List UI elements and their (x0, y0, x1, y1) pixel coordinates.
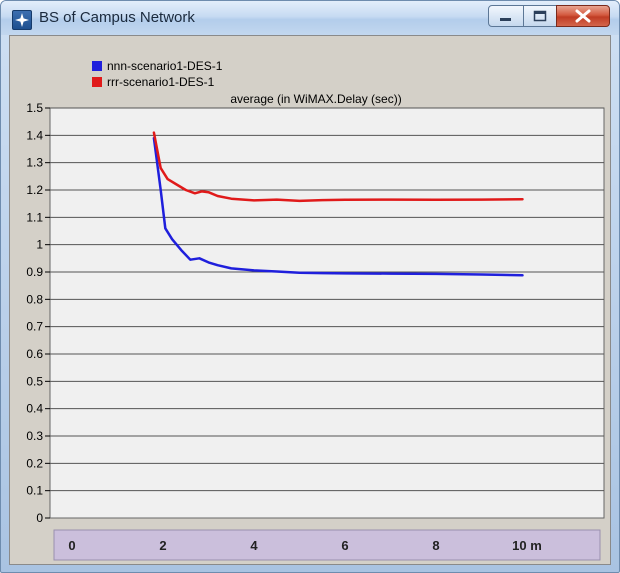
series-line-1 (152, 131, 524, 203)
plot-area (49, 107, 605, 519)
y-tick-label-11: 1.1 (26, 210, 43, 224)
series-line-0 (152, 136, 524, 277)
series-lines (152, 131, 524, 277)
y-tick-label-14: 1.4 (26, 128, 43, 142)
x-tick-label-5: 10 m (512, 538, 542, 553)
delay-line-chart: nnn-scenario1-DES-1 rrr-scenario1-DES-1 … (26, 59, 605, 561)
y-tick-label-0: 0 (36, 511, 43, 525)
title-bar[interactable]: BS of Campus Network (1, 1, 619, 35)
y-axis: 0 0.1 0.2 0.3 0.4 0.5 0.6 0.7 0.8 0.9 1 1.1 1.2 1.3 1.… (26, 101, 50, 525)
x-tick-label-0: 0 (68, 538, 75, 553)
close-icon (575, 9, 591, 23)
y-tick-label-5: 0.5 (26, 374, 43, 388)
window-title: BS of Campus Network (39, 9, 195, 26)
x-tick-label-1: 2 (159, 538, 166, 553)
y-tick-label-3: 0.3 (26, 429, 43, 443)
chart-panel: nnn-scenario1-DES-1 rrr-scenario1-DES-1 … (9, 35, 611, 565)
plot-title: average (in WiMAX.Delay (sec)) (230, 92, 401, 106)
y-tick-label-4: 0.4 (26, 402, 43, 416)
legend-label-0: nnn-scenario1-DES-1 (107, 59, 223, 73)
y-tick-label-10: 1 (36, 238, 43, 252)
x-tick-label-2: 4 (250, 538, 258, 553)
y-tick-label-2: 0.2 (26, 456, 43, 470)
y-tick-label-1: 0.1 (26, 484, 43, 498)
y-tick-label-12: 1.2 (26, 183, 43, 197)
y-tick-label-13: 1.3 (26, 156, 43, 170)
y-tick-label-9: 0.9 (26, 265, 43, 279)
y-tick-label-7: 0.7 (26, 320, 43, 334)
minimize-button[interactable] (488, 5, 524, 27)
legend-swatch-1 (92, 77, 102, 87)
network-star-icon (12, 10, 32, 30)
maximize-icon (533, 10, 547, 22)
minimize-icon (500, 18, 511, 21)
close-button[interactable] (556, 5, 610, 27)
grid-lines (50, 107, 604, 492)
x-tick-label-4: 8 (432, 538, 439, 553)
legend-swatch-0 (92, 61, 102, 71)
x-axis-band (53, 529, 601, 561)
y-tick-label-15: 1.5 (26, 101, 43, 115)
x-tick-label-3: 6 (341, 538, 348, 553)
y-tick-label-6: 0.6 (26, 347, 43, 361)
maximize-button[interactable] (523, 5, 557, 27)
legend-label-1: rrr-scenario1-DES-1 (107, 75, 215, 89)
x-axis: 0 2 4 6 8 10 m (68, 538, 541, 553)
y-tick-label-8: 0.8 (26, 292, 43, 306)
